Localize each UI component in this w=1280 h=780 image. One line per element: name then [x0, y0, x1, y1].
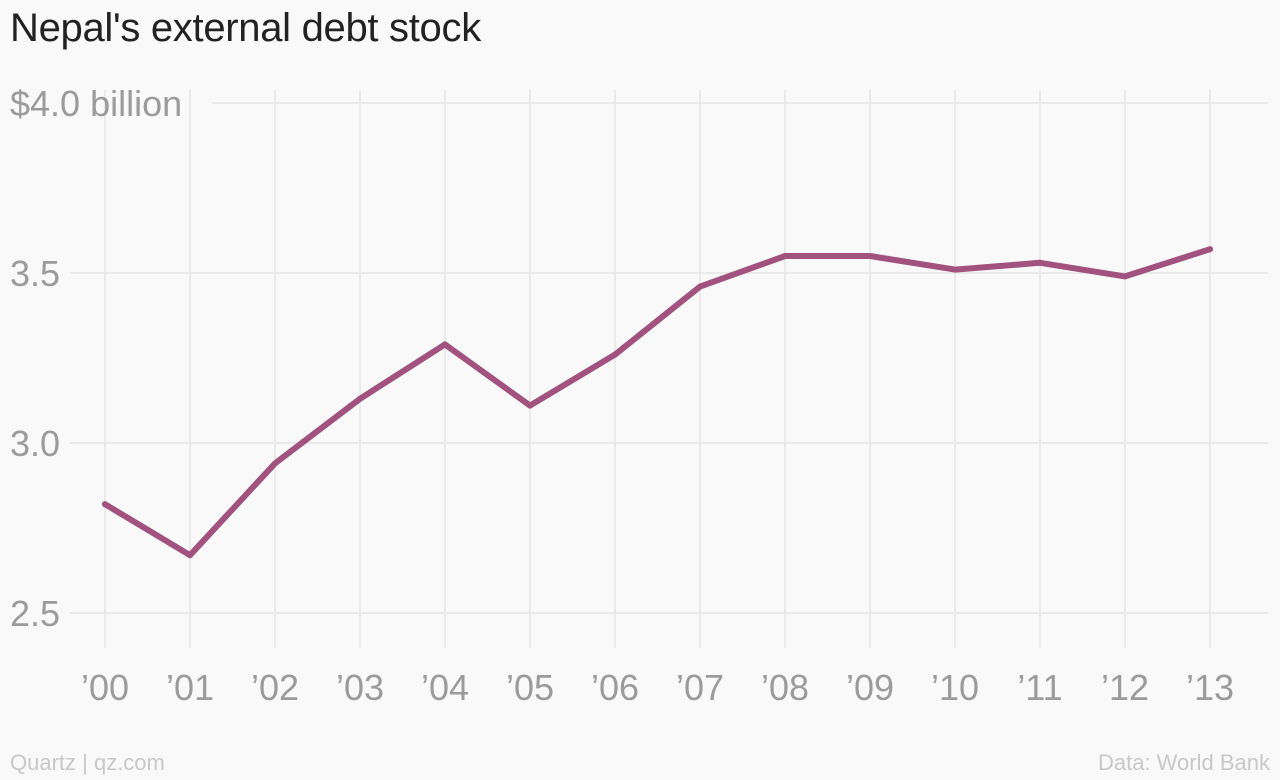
y-tick-label: $4.0 billion [10, 83, 182, 124]
data-point [1037, 259, 1043, 266]
x-tick-label: ’11 [1017, 667, 1062, 708]
x-tick-label: ’00 [81, 667, 129, 708]
data-point [527, 402, 533, 409]
x-tick-label: ’13 [1186, 667, 1234, 708]
x-tick-label: ’12 [1101, 667, 1149, 708]
series-layer [102, 246, 1213, 559]
x-tick-label: ’02 [251, 667, 299, 708]
chart-title: Nepal's external debt stock [10, 6, 481, 50]
data-point [442, 341, 448, 348]
data-point [357, 395, 363, 402]
y-tick-label: 2.5 [10, 593, 60, 634]
x-tick-label: ’04 [421, 667, 469, 708]
x-tick-label: ’01 [166, 667, 214, 708]
x-tick-label: ’07 [676, 667, 724, 708]
y-axis-tick-labels: 2.5 3.0 3.5 $4.0 billion [10, 83, 182, 634]
data-point [612, 351, 618, 358]
data-point [952, 266, 958, 273]
x-tick-label: ’09 [846, 667, 894, 708]
x-tick-label: ’05 [506, 667, 554, 708]
x-tick-label: ’03 [336, 667, 384, 708]
data-point [272, 460, 278, 467]
data-point [1122, 273, 1128, 280]
x-axis-tick-labels: ’00 ’01 ’02 ’03 ’04 ’05 ’06 ’07 ’08 ’09 ’10 ’11 ’12 ’… [81, 667, 1234, 708]
data-point [697, 283, 703, 290]
y-tick-label: 3.5 [10, 253, 60, 294]
series-line [102, 246, 1213, 559]
x-tick-label: ’10 [931, 667, 979, 708]
data-source: Data: World Bank [1097, 750, 1270, 775]
data-point [187, 552, 193, 559]
source-credit: Quartz | qz.com [10, 750, 165, 775]
grid [70, 90, 1268, 648]
data-point [867, 253, 873, 259]
y-tick-label: 3.0 [10, 423, 60, 464]
data-point [102, 501, 108, 508]
x-tick-label: ’06 [591, 667, 639, 708]
data-point [1207, 246, 1213, 253]
data-point [782, 253, 788, 259]
x-tick-label: ’08 [761, 667, 809, 708]
